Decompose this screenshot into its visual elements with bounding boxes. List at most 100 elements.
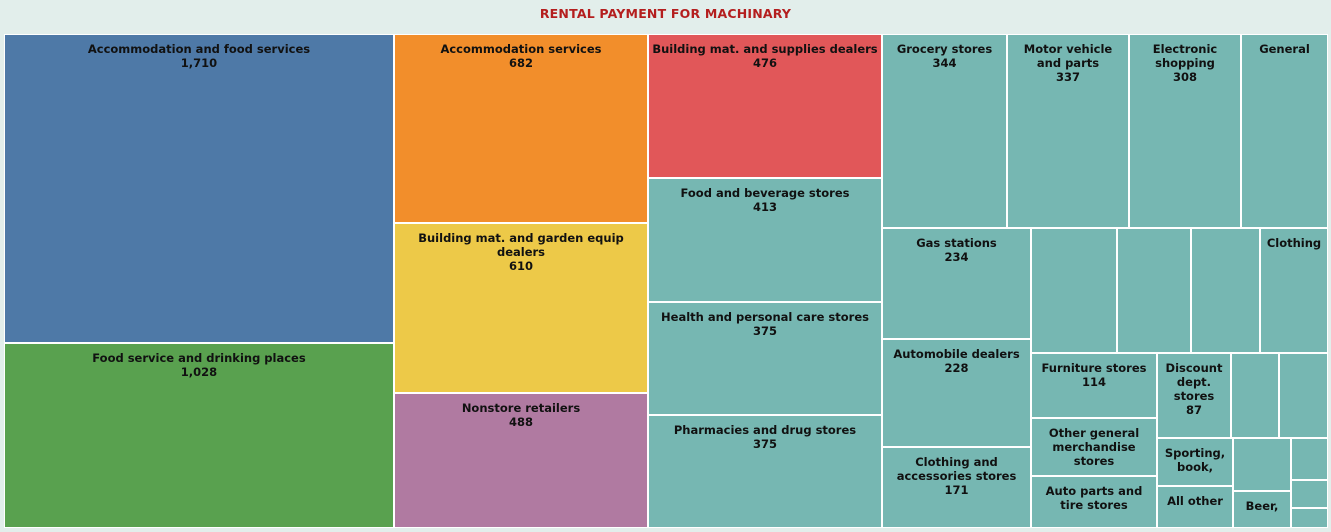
tile-name: Accommodation and food services [87,42,311,56]
tile-label: Grocery stores 344 [885,42,1004,70]
tile-name: Building mat. and garden equip dealers [418,231,624,259]
tile-value: 337 [1055,70,1080,84]
treemap-tile-automobile-dealers[interactable]: Automobile dealers 228 [882,339,1031,447]
tile-name: Food service and drinking places [92,351,306,365]
tile-name: All other [1167,494,1223,508]
treemap-tile-discount-dept-stores[interactable]: Discount dept. stores 87 [1157,353,1231,438]
tile-label: Furniture stores 114 [1034,361,1154,389]
treemap-tile-unlabeled[interactable] [1117,228,1191,353]
tile-value: 114 [1081,375,1106,389]
treemap-tile-accommodation-services[interactable]: Accommodation services 682 [394,34,648,223]
tile-name: Motor vehicle and parts [1023,42,1113,70]
tile-label: Accommodation and food services 1,710 [7,42,391,70]
treemap-tile-clothing-and-accessories-stores[interactable]: Clothing and accessories stores 171 [882,447,1031,528]
tile-name: Clothing and accessories stores [896,455,1017,483]
treemap-tile-building-mat-and-garden-equip-dealers[interactable]: Building mat. and garden equip dealers 61… [394,223,648,393]
tile-label: Beer, [1236,499,1288,513]
tile-label: Clothing [1263,236,1325,250]
tile-name: Nonstore retailers [461,401,581,415]
tile-value: 682 [508,56,533,70]
tile-value: 234 [944,250,969,264]
tile-name: Building mat. and supplies dealers [652,42,878,56]
treemap-tile-electronic-shopping[interactable]: Electronic shopping 308 [1129,34,1241,228]
treemap-tile-unlabeled[interactable] [1279,353,1328,438]
tile-label: Auto parts and tire stores [1034,484,1154,512]
tile-name: Automobile dealers [893,347,1020,361]
tile-value: 171 [944,483,969,497]
treemap-tile-other-general-merchandise-stores[interactable]: Other general merchandise stores [1031,418,1157,476]
treemap-tile-furniture-stores[interactable]: Furniture stores 114 [1031,353,1157,418]
treemap-tile-auto-parts-and-tire-stores[interactable]: Auto parts and tire stores [1031,476,1157,528]
treemap-tile-motor-vehicle-and-parts[interactable]: Motor vehicle and parts 337 [1007,34,1129,228]
treemap-tile-accommodation-and-food-services[interactable]: Accommodation and food services 1,710 [4,34,394,343]
chart-header: RENTAL PAYMENT FOR MACHINARY [0,0,1331,32]
treemap-tile-unlabeled[interactable] [1291,438,1328,480]
tile-label: Automobile dealers 228 [885,347,1028,375]
tile-label: Electronic shopping 308 [1132,42,1238,84]
treemap-tile-food-and-beverage-stores[interactable]: Food and beverage stores 413 [648,178,882,302]
tile-name: Gas stations [916,236,997,250]
treemap-tile-unlabeled[interactable] [1031,228,1117,353]
tile-name: Beer, [1245,499,1279,513]
treemap-tile-food-service-and-drinking-places[interactable]: Food service and drinking places 1,028 [4,343,394,528]
tile-value: 476 [752,56,777,70]
tile-name: Furniture stores [1041,361,1147,375]
treemap-tile-beer[interactable]: Beer, [1233,491,1291,528]
treemap-tile-unlabeled[interactable] [1233,438,1291,491]
tile-label: Other general merchandise stores [1034,426,1154,468]
treemap-tile-pharmacies-and-drug-stores[interactable]: Pharmacies and drug stores 375 [648,415,882,528]
tile-name: Food and beverage stores [680,186,850,200]
tile-value: 610 [508,259,533,273]
tile-label: Sporting, book, [1160,446,1230,474]
tile-label: Gas stations 234 [885,236,1028,264]
tile-label: Health and personal care stores 375 [651,310,879,338]
tile-value: 1,710 [180,56,218,70]
tile-label: Pharmacies and drug stores 375 [651,423,879,451]
tile-name: Pharmacies and drug stores [673,423,857,437]
tile-name: Electronic shopping [1152,42,1218,70]
tile-name: Health and personal care stores [661,310,869,324]
tile-value: 375 [752,437,777,451]
tile-label: Nonstore retailers 488 [397,401,645,429]
treemap-tile-unlabeled[interactable] [1291,508,1328,528]
tile-name: Auto parts and tire stores [1045,484,1143,512]
treemap-tile-building-mat-and-supplies-dealers[interactable]: Building mat. and supplies dealers 476 [648,34,882,178]
tile-name: Sporting, book, [1164,446,1226,474]
tile-value: 413 [752,200,777,214]
tile-name: Clothing [1266,236,1322,250]
tile-name: Discount dept. stores [1165,361,1223,403]
tile-label: General [1244,42,1325,56]
treemap-tile-unlabeled[interactable] [1291,480,1328,508]
tile-name: Grocery stores [896,42,993,56]
tile-name: Other general merchandise stores [1048,426,1140,468]
tile-value: 87 [1185,403,1202,417]
treemap-tile-gas-stations[interactable]: Gas stations 234 [882,228,1031,339]
tile-name: General [1259,42,1310,56]
treemap-chart: Accommodation and food services 1,710 Food… [4,34,1328,528]
treemap-tile-all-other[interactable]: All other [1157,486,1233,528]
treemap-tile-general[interactable]: General [1241,34,1328,228]
tile-value: 308 [1172,70,1197,84]
chart-title: RENTAL PAYMENT FOR MACHINARY [539,6,792,21]
tile-label: Food service and drinking places 1,028 [7,351,391,379]
tile-value: 375 [752,324,777,338]
treemap-tile-sporting-book[interactable]: Sporting, book, [1157,438,1233,486]
tile-value: 228 [944,361,969,375]
treemap-tile-unlabeled[interactable] [1191,228,1260,353]
tile-value: 488 [508,415,533,429]
tile-label: Clothing and accessories stores 171 [885,455,1028,497]
tile-name: Accommodation services [440,42,602,56]
tile-label: Building mat. and garden equip dealers 61… [397,231,645,273]
tile-label: Discount dept. stores 87 [1160,361,1228,417]
treemap-tile-clothing[interactable]: Clothing [1260,228,1328,353]
tile-label: Motor vehicle and parts 337 [1010,42,1126,84]
tile-label: Food and beverage stores 413 [651,186,879,214]
tile-label: Accommodation services 682 [397,42,645,70]
tile-value: 1,028 [180,365,218,379]
treemap-tile-health-and-personal-care-stores[interactable]: Health and personal care stores 375 [648,302,882,415]
treemap-tile-unlabeled[interactable] [1231,353,1279,438]
treemap-tile-nonstore-retailers[interactable]: Nonstore retailers 488 [394,393,648,528]
tile-value: 344 [932,56,957,70]
tile-label: Building mat. and supplies dealers 476 [651,42,879,70]
treemap-tile-grocery-stores[interactable]: Grocery stores 344 [882,34,1007,228]
